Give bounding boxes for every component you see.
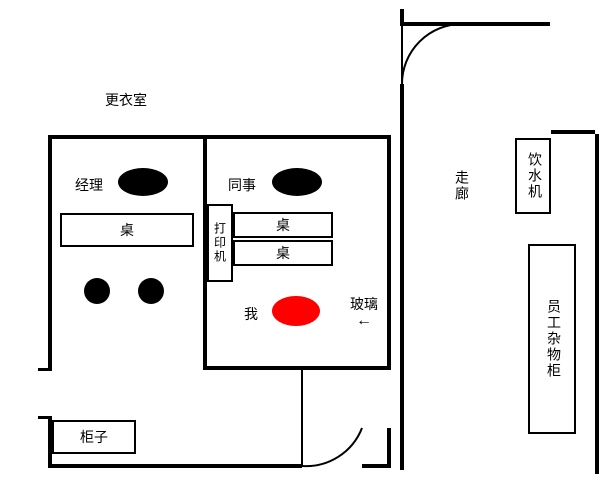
water-dispenser-box: 饮水机 (515, 138, 551, 214)
water-dispenser-label: 饮水机 (523, 152, 543, 200)
manager-chair-2 (138, 278, 164, 304)
colleague-desk-2-label: 桌 (276, 243, 290, 263)
manager-label: 经理 (75, 175, 103, 195)
manager-desk-label: 桌 (120, 220, 134, 240)
colleague-person-oval (272, 168, 322, 196)
colleague-desk-1: 桌 (233, 212, 333, 238)
room-bottom-wall-left (48, 464, 302, 468)
cabinet-label: 柜子 (80, 427, 108, 447)
room-right-wall-lower (387, 428, 391, 468)
left-exterior-stub-top (38, 368, 52, 371)
cabinet-box: 柜子 (52, 420, 136, 454)
glass-label: 玻璃 (350, 294, 378, 314)
manager-desk-box: 桌 (60, 213, 194, 247)
corridor-right-wall (595, 134, 599, 474)
room-left-wall-upper (48, 135, 52, 370)
corridor-right-cap (551, 130, 595, 134)
staff-locker-box: 员工杂物柜 (528, 244, 576, 434)
printer-label: 打印机 (212, 222, 229, 264)
room-right-wall-upper (387, 135, 391, 366)
room-top-wall (48, 135, 391, 139)
printer-box: 打印机 (207, 204, 233, 282)
left-exterior-stub-bottom (38, 416, 52, 419)
colleague-desk-1-label: 桌 (276, 215, 290, 235)
corridor-label: 走廊 (450, 170, 470, 202)
corridor-door-arc (398, 20, 468, 90)
colleague-desk-2: 桌 (233, 240, 333, 266)
bottom-door-arc (300, 366, 366, 468)
staff-locker-label: 员工杂物柜 (542, 299, 562, 379)
manager-person-oval (118, 168, 168, 196)
changing-room-label: 更衣室 (105, 90, 147, 110)
manager-chair-1 (84, 278, 110, 304)
corridor-main-vertical-wall (400, 84, 404, 470)
glass-arrow-icon: ← (356, 312, 372, 330)
me-person-oval (272, 296, 320, 326)
me-label: 我 (244, 304, 258, 324)
colleague-label: 同事 (228, 175, 256, 195)
